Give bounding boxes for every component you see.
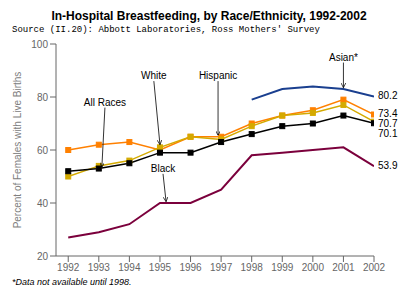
html-text:In-Hospital Breastfeeding, by: In-Hospital Breastfeeding, by Race/Ethni… [51, 9, 367, 23]
svg-text:2002: 2002 [363, 262, 386, 273]
svg-text:53.9: 53.9 [378, 160, 398, 171]
svg-text:1998: 1998 [241, 262, 264, 273]
svg-text:1997: 1997 [210, 262, 233, 273]
svg-text:1993: 1993 [88, 262, 111, 273]
svg-text:2000: 2000 [302, 262, 325, 273]
svg-text:80.2: 80.2 [378, 90, 398, 101]
svg-text:100: 100 [31, 39, 48, 50]
svg-text:White: White [141, 70, 167, 81]
svg-text:80: 80 [37, 92, 49, 103]
svg-text:40: 40 [37, 198, 49, 209]
svg-text:Hispanic: Hispanic [199, 70, 237, 81]
svg-text:All Races: All Races [84, 97, 126, 108]
svg-text:Percent of Females with Live B: Percent of Females with Live Births [12, 72, 23, 229]
svg-text:60: 60 [37, 145, 49, 156]
svg-text:1994: 1994 [118, 262, 141, 273]
svg-text:2001: 2001 [332, 262, 355, 273]
svg-text:1995: 1995 [149, 262, 172, 273]
html-text:Source (II.20): Abbott Laborat: Source (II.20): Abbott Laboratories, Ros… [12, 25, 320, 35]
svg-text:70.7: 70.7 [378, 118, 398, 129]
svg-text:1996: 1996 [179, 262, 202, 273]
svg-text:70.1: 70.1 [378, 128, 398, 139]
svg-text:1999: 1999 [271, 262, 294, 273]
svg-text:Black: Black [151, 163, 176, 174]
svg-text:1992: 1992 [57, 262, 80, 273]
svg-text:20: 20 [37, 251, 49, 262]
html-text:*Data not available until 1998: *Data not available until 1998. [12, 277, 132, 287]
svg-text:Asian*: Asian* [329, 52, 358, 63]
svg-text:73.4: 73.4 [378, 108, 398, 119]
